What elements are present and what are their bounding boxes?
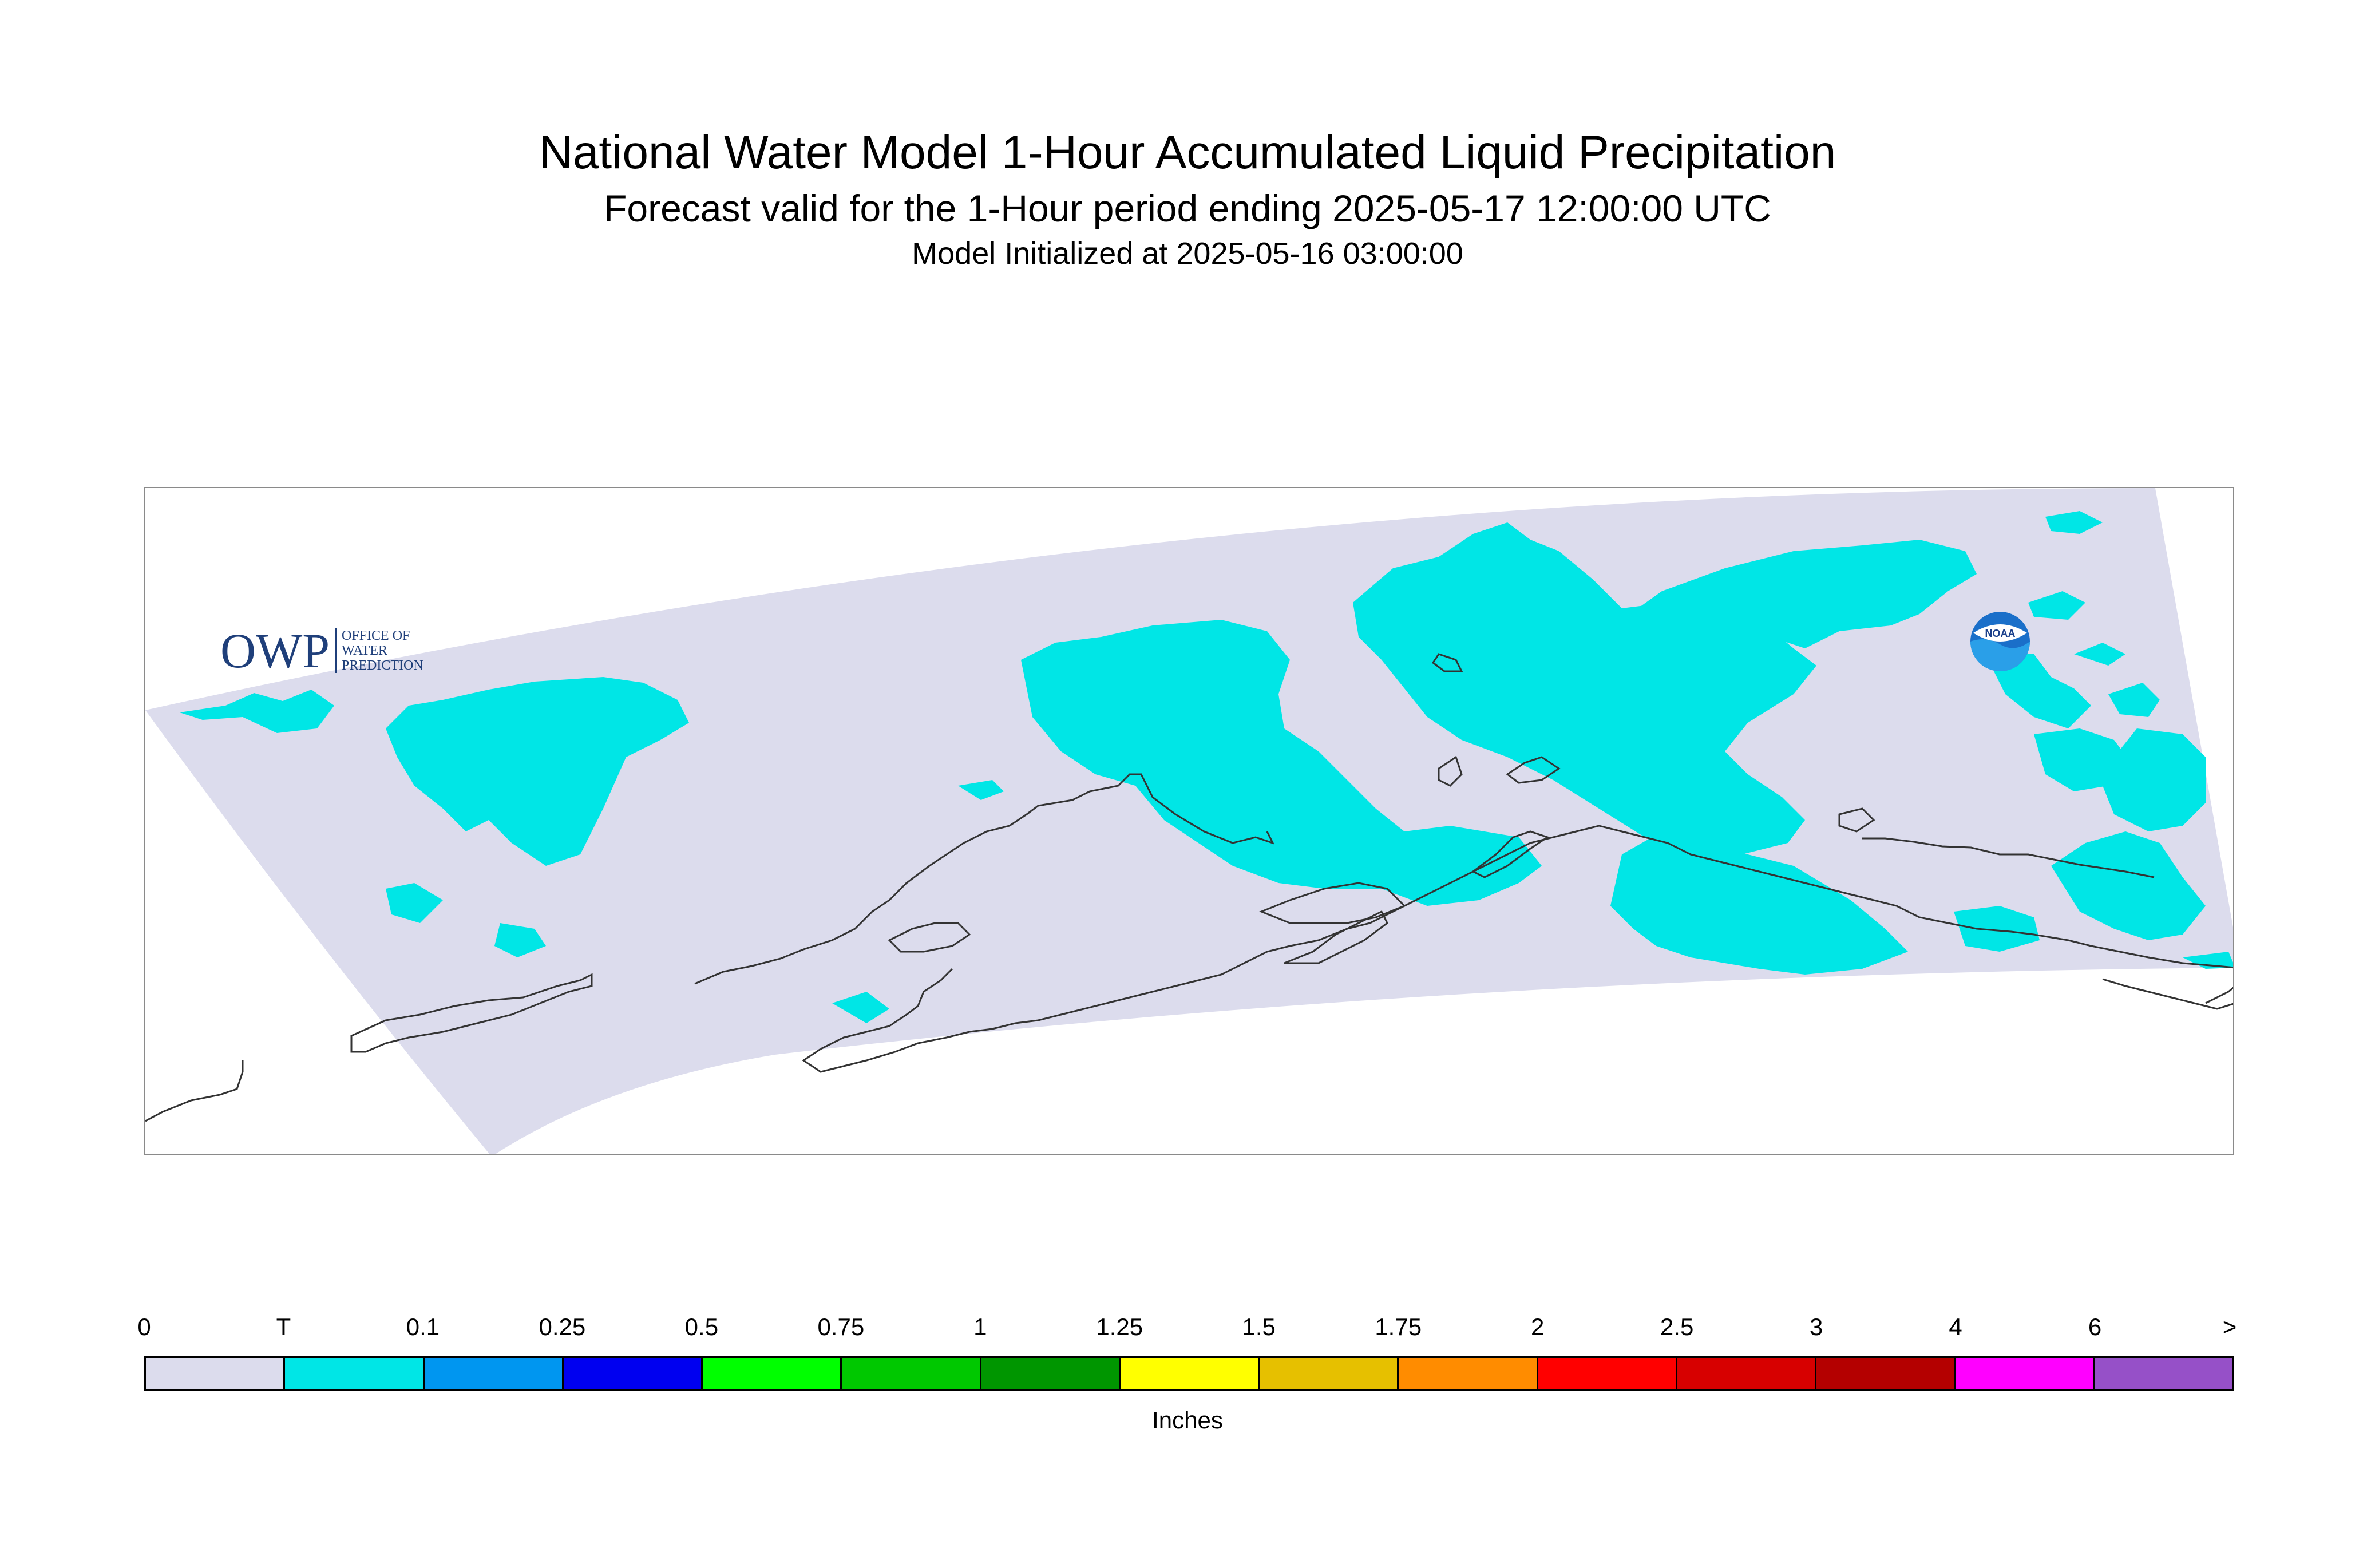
- model-init-time: Model Initialized at 2025-05-16 03:00:00: [912, 236, 1463, 271]
- legend-swatch: [1816, 1358, 1956, 1389]
- legend-swatch: [1538, 1358, 1677, 1389]
- precip-trace-areas: [180, 511, 2233, 1023]
- legend-tick-labels: 0 T 0.1 0.25 0.5 0.75 1 1.25 1.5 1.75 2 2.5 3 4 6 >: [137, 1313, 2237, 1348]
- owp-logo-line1: OFFICE OF: [342, 628, 410, 643]
- legend-unit-label: Inches: [1152, 1407, 1223, 1434]
- legend-swatch: [424, 1358, 564, 1389]
- legend-tick-label: 2.5: [1660, 1313, 1694, 1340]
- legend-tick-label: 1.75: [1375, 1313, 1422, 1340]
- legend-swatch: [285, 1358, 425, 1389]
- legend-swatch: [1956, 1358, 2095, 1389]
- legend-tick-label: 0.25: [539, 1313, 586, 1340]
- map-title: National Water Model 1-Hour Accumulated …: [539, 126, 1836, 179]
- legend-tick-label: 1: [973, 1313, 987, 1340]
- legend-swatch: [1399, 1358, 1538, 1389]
- legend-tick-label: >: [2222, 1313, 2237, 1340]
- legend-color-bar: [144, 1356, 2234, 1391]
- owp-logo-mark: OWP: [220, 623, 330, 678]
- legend-swatch: [2095, 1358, 2232, 1389]
- legend-swatch: [146, 1358, 286, 1389]
- legend-tick-label: 0.1: [406, 1313, 440, 1340]
- legend-tick-label: 1.5: [1242, 1313, 1276, 1340]
- owp-logo: OWP OFFICE OF WATER PREDICTION: [220, 623, 423, 678]
- noaa-logo: NOAA: [1970, 612, 2030, 671]
- legend-tick-label: 0: [137, 1313, 151, 1340]
- owp-logo-line3: PREDICTION: [342, 658, 423, 673]
- legend-swatch: [563, 1358, 703, 1389]
- map-frame: [144, 487, 2234, 1155]
- owp-logo-line2: WATER: [342, 643, 387, 658]
- legend-tick-label: T: [276, 1313, 291, 1340]
- map-subtitle: Forecast valid for the 1-Hour period end…: [604, 187, 1771, 229]
- legend-swatch: [1260, 1358, 1399, 1389]
- legend-tick-label: 0.75: [817, 1313, 865, 1340]
- legend-swatch: [703, 1358, 842, 1389]
- legend-tick-label: 1.25: [1096, 1313, 1143, 1340]
- coastlines: [145, 653, 2233, 1122]
- legend-tick-label: 4: [1949, 1313, 1962, 1340]
- legend-swatch: [1120, 1358, 1260, 1389]
- legend-swatch: [842, 1358, 981, 1389]
- legend-tick-label: 3: [1809, 1313, 1823, 1340]
- legend-tick-label: 0.5: [684, 1313, 719, 1340]
- legend-swatch: [981, 1358, 1121, 1389]
- precipitation-map: [145, 488, 2233, 1154]
- legend-swatch: [1677, 1358, 1817, 1389]
- legend-tick-label: 2: [1530, 1313, 1545, 1340]
- noaa-logo-text: NOAA: [1985, 628, 2016, 639]
- legend-tick-label: 6: [2088, 1313, 2102, 1340]
